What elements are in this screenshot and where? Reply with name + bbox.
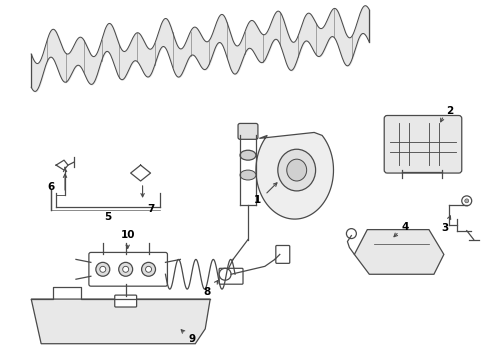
Circle shape bbox=[142, 262, 155, 276]
Polygon shape bbox=[354, 230, 444, 274]
Circle shape bbox=[100, 266, 106, 272]
Circle shape bbox=[465, 199, 469, 203]
Ellipse shape bbox=[278, 149, 316, 191]
Text: 2: 2 bbox=[446, 105, 453, 116]
Circle shape bbox=[119, 262, 133, 276]
Text: 3: 3 bbox=[441, 222, 448, 233]
Circle shape bbox=[219, 268, 231, 280]
Text: 5: 5 bbox=[104, 212, 111, 222]
Ellipse shape bbox=[240, 170, 256, 180]
Text: 1: 1 bbox=[254, 195, 262, 205]
FancyBboxPatch shape bbox=[276, 246, 290, 264]
Circle shape bbox=[146, 266, 151, 272]
Ellipse shape bbox=[240, 150, 256, 160]
FancyBboxPatch shape bbox=[384, 116, 462, 173]
Text: 10: 10 bbox=[121, 230, 135, 239]
Text: 7: 7 bbox=[147, 204, 154, 214]
Circle shape bbox=[122, 266, 129, 272]
Ellipse shape bbox=[287, 159, 307, 181]
Circle shape bbox=[462, 196, 472, 206]
Text: 9: 9 bbox=[189, 334, 196, 344]
Text: 4: 4 bbox=[401, 222, 409, 231]
Text: 6: 6 bbox=[48, 182, 55, 192]
Circle shape bbox=[346, 229, 356, 239]
FancyBboxPatch shape bbox=[238, 123, 258, 139]
Text: 8: 8 bbox=[203, 287, 211, 297]
Circle shape bbox=[96, 262, 110, 276]
FancyBboxPatch shape bbox=[89, 252, 168, 286]
Polygon shape bbox=[31, 299, 210, 344]
FancyBboxPatch shape bbox=[219, 268, 243, 284]
FancyBboxPatch shape bbox=[115, 295, 137, 307]
Polygon shape bbox=[256, 132, 334, 219]
